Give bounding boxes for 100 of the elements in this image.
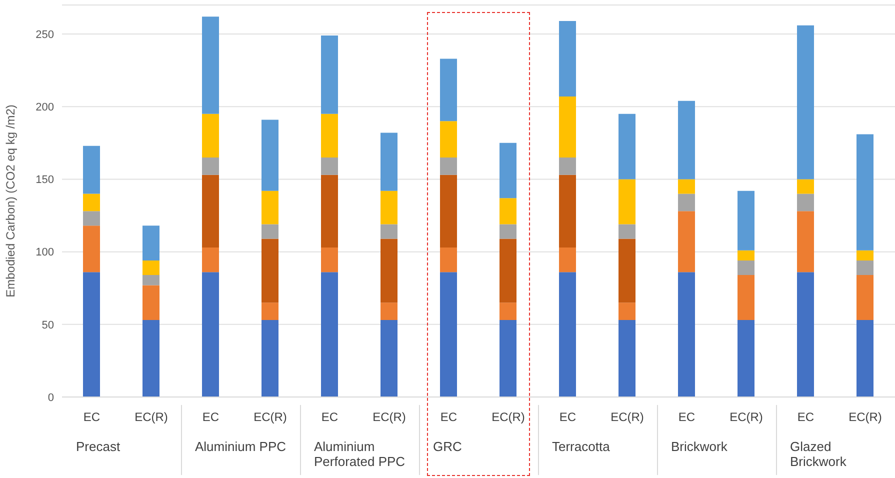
bar [83, 211, 100, 226]
x-tick-label: EC [83, 410, 100, 424]
bar [856, 134, 874, 250]
y-tick-label: 200 [36, 102, 54, 114]
bar [618, 224, 636, 239]
bar [559, 272, 576, 397]
bar [321, 247, 338, 272]
x-tick-label: EC(R) [134, 410, 168, 424]
bar [321, 272, 338, 397]
bar [500, 238, 516, 303]
bar [321, 157, 338, 175]
x-tick-label: EC [321, 410, 338, 424]
bar [559, 174, 576, 248]
bar [856, 260, 874, 276]
bar [440, 174, 457, 248]
text: Aluminium PPC [195, 439, 288, 454]
bar [380, 224, 398, 239]
x-tick-label: EC [678, 410, 696, 424]
bar [202, 272, 219, 397]
text: Precast [76, 439, 122, 454]
y-tick-label: 150 [36, 174, 54, 186]
bar [262, 320, 278, 397]
bar [678, 272, 695, 397]
bar [142, 275, 160, 286]
bar [559, 20, 576, 96]
bar [618, 179, 636, 224]
bar [262, 302, 278, 320]
bar [142, 226, 160, 261]
bar [262, 190, 278, 224]
bar [797, 194, 814, 212]
bar [202, 157, 219, 175]
bar [202, 174, 219, 248]
bar [440, 58, 457, 122]
bar [678, 211, 695, 272]
bar [321, 174, 338, 248]
bar [142, 260, 160, 276]
bar [856, 320, 874, 397]
x-tick-label: EC [797, 410, 814, 424]
bar [440, 121, 457, 158]
y-tick-label: 250 [36, 28, 54, 41]
bar [797, 179, 814, 194]
bar [202, 114, 219, 158]
bar [142, 320, 160, 397]
bar [678, 100, 695, 180]
bar [618, 320, 636, 397]
bar [738, 260, 754, 276]
bar [738, 190, 754, 250]
bar [797, 211, 814, 272]
bar [559, 96, 576, 158]
bar [500, 198, 516, 224]
bar [440, 157, 457, 175]
y-tick-label: 100 [36, 246, 54, 259]
bar [380, 302, 398, 320]
text: GRC [433, 439, 463, 454]
bar [380, 190, 398, 224]
bar [618, 114, 636, 180]
bar [559, 157, 576, 175]
bar [380, 238, 398, 303]
bar [262, 238, 278, 303]
y-tick-label: 50 [42, 319, 54, 332]
bar [618, 238, 636, 303]
x-tick-label: EC(R) [372, 410, 406, 424]
bar [262, 224, 278, 239]
bar [321, 114, 338, 158]
bar [500, 302, 516, 320]
bar [738, 275, 754, 320]
y-axis-title: Embodied Carbon) (CO2 eq kg /m2) [3, 104, 18, 298]
bar [618, 302, 636, 320]
text: Brickwork [671, 439, 728, 454]
x-tick-label: EC(R) [492, 410, 525, 424]
bar [202, 247, 219, 272]
x-tick-label: EC(R) [848, 410, 882, 424]
x-tick-label: EC [440, 410, 458, 424]
y-tick-label: 0 [48, 392, 54, 404]
bar [202, 16, 219, 114]
bar [440, 272, 457, 397]
bar [797, 25, 814, 180]
bar [500, 142, 516, 198]
text: Terracotta [552, 439, 611, 454]
x-tick-label: EC [202, 410, 220, 424]
x-tick-label: EC(R) [610, 410, 644, 424]
bar [559, 247, 576, 272]
text: Glazed Brickwork [790, 439, 848, 469]
bar [797, 272, 814, 397]
x-tick-label: EC(R) [730, 410, 763, 424]
bar [440, 247, 457, 272]
text: Aluminium Perforated PPC [314, 439, 406, 469]
bar [83, 146, 100, 194]
bar [380, 132, 398, 191]
bar [380, 320, 398, 397]
bar [142, 285, 160, 320]
bar [678, 194, 695, 212]
bar [83, 194, 100, 212]
bar [738, 320, 754, 397]
x-tick-label: EC(R) [254, 410, 287, 424]
bar [500, 224, 516, 239]
bar [83, 272, 100, 397]
x-tick-label: EC [559, 410, 576, 424]
bar [856, 275, 874, 320]
bar [738, 250, 754, 261]
